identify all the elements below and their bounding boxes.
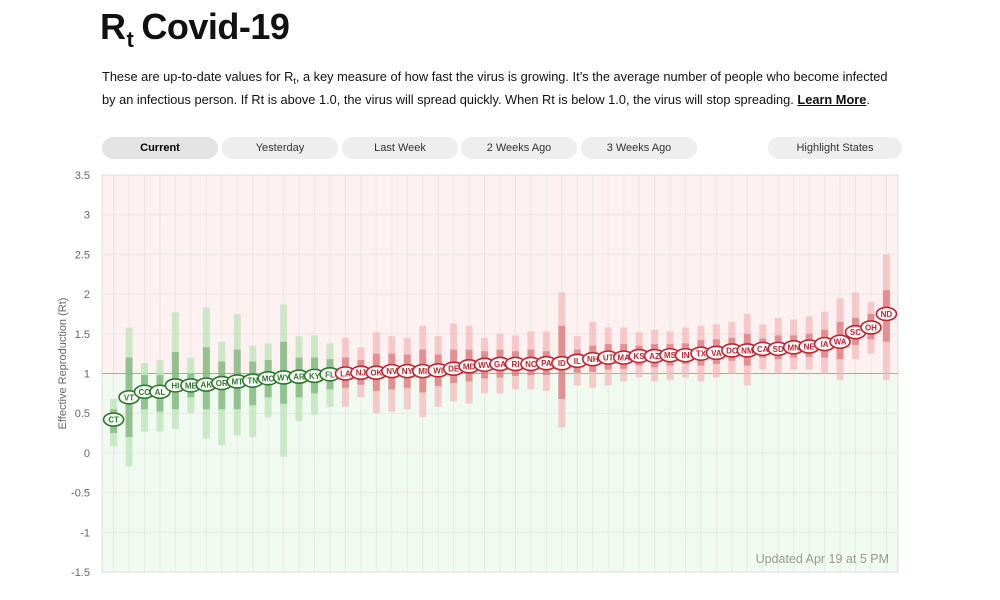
state-label: NH: [587, 355, 599, 364]
tab-3-weeks-ago[interactable]: 3 Weeks Ago: [581, 137, 697, 159]
y-tick-label: 1.5: [75, 329, 90, 341]
state-label: SD: [773, 345, 784, 354]
state-label: FL: [325, 370, 335, 379]
y-tick-label: 3.5: [75, 170, 90, 182]
y-tick-label: -1: [80, 527, 90, 539]
state-label: CO: [139, 388, 151, 397]
state-label: AZ: [649, 352, 660, 361]
state-label: OK: [370, 369, 382, 378]
state-label: MO: [262, 374, 275, 383]
state-label: WA: [834, 338, 847, 347]
state-label: IN: [681, 351, 689, 360]
rt-point: [829, 334, 851, 350]
state-label: PA: [541, 359, 552, 368]
y-tick-label: 2: [84, 289, 90, 301]
ci90-band: [171, 312, 179, 430]
state-label: DE: [448, 365, 460, 374]
state-label: WY: [277, 373, 291, 382]
tab-last-week[interactable]: Last Week: [342, 137, 458, 159]
state-label: KS: [634, 352, 646, 361]
state-label: CT: [108, 416, 119, 425]
y-tick-label: 0: [84, 448, 90, 460]
y-tick-label: -0.5: [71, 488, 90, 500]
rt-point: [149, 384, 171, 400]
state-label: ID: [558, 359, 566, 368]
state-label: OH: [865, 323, 877, 332]
state-label: LA: [340, 370, 351, 379]
state-label: AR: [293, 373, 305, 382]
state-label: WI: [433, 366, 443, 375]
ci90-band: [218, 341, 226, 445]
time-period-tabs: Current Yesterday Last Week 2 Weeks Ago …: [102, 137, 902, 159]
state-label: VA: [711, 349, 722, 358]
state-label: MS: [664, 351, 677, 360]
state-label: MD: [463, 362, 476, 371]
state-label: TN: [247, 377, 258, 386]
state-label: NY: [402, 367, 414, 376]
state-label: WV: [478, 361, 492, 370]
state-label: VT: [124, 393, 134, 402]
title-subscript: t: [126, 27, 134, 52]
intro-text-1: These are up-to-date values for R: [102, 69, 294, 84]
updated-timestamp: Updated Apr 19 at 5 PM: [756, 552, 889, 566]
state-label: RI: [511, 360, 519, 369]
tab-2-weeks-ago[interactable]: 2 Weeks Ago: [461, 137, 577, 159]
y-axis-label: Effective Reproduction (Rt): [57, 298, 69, 430]
state-label: AK: [201, 381, 213, 390]
state-label: IL: [574, 357, 581, 366]
state-label: MT: [231, 377, 243, 386]
state-label: HI: [171, 381, 179, 390]
title-r: R: [100, 6, 126, 47]
state-label: SC: [850, 328, 861, 337]
y-tick-label: 2.5: [75, 249, 90, 261]
rt-point: [875, 306, 898, 322]
tab-yesterday[interactable]: Yesterday: [222, 137, 338, 159]
y-tick-label: 3: [84, 210, 90, 222]
y-tick-label: -1.5: [71, 567, 90, 579]
intro-subscript: t: [293, 76, 296, 86]
y-tick-label: 1: [84, 369, 90, 381]
state-label: MA: [617, 354, 630, 363]
page-title: Rt Covid-19: [100, 6, 290, 52]
intro-period: .: [866, 92, 870, 107]
state-label: IA: [821, 340, 829, 349]
rt-point: [860, 320, 882, 335]
state-label: NJ: [356, 369, 366, 378]
state-label: ND: [881, 310, 893, 319]
state-label: NE: [804, 343, 816, 352]
state-label: ME: [185, 381, 198, 390]
rt-point: [102, 412, 125, 427]
state-label: AL: [155, 388, 166, 397]
learn-more-link[interactable]: Learn More: [797, 92, 867, 107]
state-label: NM: [741, 346, 754, 355]
state-label: MI: [418, 367, 427, 376]
state-label: TX: [696, 350, 707, 359]
tab-current[interactable]: Current: [102, 137, 218, 159]
state-label: CA: [757, 345, 769, 354]
state-label: KY: [309, 372, 321, 381]
title-text: Covid-19: [141, 6, 290, 47]
state-label: DC: [726, 346, 738, 355]
state-label: NV: [386, 367, 398, 376]
state-label: MN: [787, 343, 800, 352]
state-label: GA: [494, 360, 506, 369]
state-label: OR: [216, 379, 228, 388]
ci90-band: [202, 307, 210, 439]
highlight-states-button[interactable]: Highlight States: [768, 137, 902, 159]
intro-text-2: , a key measure of how fast the virus is…: [102, 69, 888, 107]
y-tick-label: 0.5: [75, 408, 90, 420]
rt-chart: 3.5 3 2.5 2 1.5 1 0.5 0 -0.5 -1 -1.5 Effective Repr…: [57, 170, 899, 579]
state-label: UT: [603, 354, 614, 363]
ci90-band: [249, 345, 257, 438]
intro-paragraph: These are up-to-date values for Rt, a ke…: [102, 66, 902, 111]
state-label: NC: [525, 360, 537, 369]
